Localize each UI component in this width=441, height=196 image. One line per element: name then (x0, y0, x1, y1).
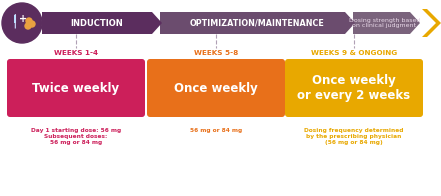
FancyBboxPatch shape (42, 12, 152, 34)
Circle shape (25, 23, 31, 29)
Polygon shape (422, 9, 441, 37)
FancyBboxPatch shape (147, 59, 285, 117)
Text: I: I (13, 15, 17, 25)
Circle shape (2, 3, 42, 43)
Text: INDUCTION: INDUCTION (71, 18, 123, 27)
Text: Once weekly: Once weekly (174, 82, 258, 94)
Circle shape (26, 18, 32, 24)
Text: Dosing frequency determined
by the prescribing physician
(56 mg or 84 mg): Dosing frequency determined by the presc… (304, 128, 404, 145)
Text: WEEKS 1-4: WEEKS 1-4 (54, 50, 98, 56)
Text: Dosing strength based
on clinical judgment: Dosing strength based on clinical judgme… (349, 18, 420, 28)
Text: +: + (19, 14, 27, 24)
FancyBboxPatch shape (285, 59, 423, 117)
Polygon shape (152, 12, 162, 34)
Text: OPTIMIZATION/MAINTENANCE: OPTIMIZATION/MAINTENANCE (190, 18, 325, 27)
FancyBboxPatch shape (160, 12, 345, 34)
Polygon shape (345, 12, 355, 34)
Text: 56 mg or 84 mg: 56 mg or 84 mg (190, 128, 242, 133)
FancyBboxPatch shape (7, 59, 145, 117)
Polygon shape (410, 12, 420, 34)
FancyBboxPatch shape (353, 12, 410, 34)
Text: Once weekly
or every 2 weeks: Once weekly or every 2 weeks (297, 74, 411, 102)
Text: Twice weekly: Twice weekly (33, 82, 120, 94)
Text: Day 1 starting dose: 56 mg
Subsequent doses:
56 mg or 84 mg: Day 1 starting dose: 56 mg Subsequent do… (31, 128, 121, 145)
Text: |: | (13, 14, 17, 28)
Text: WEEKS 9 & ONGOING: WEEKS 9 & ONGOING (311, 50, 397, 56)
Text: WEEKS 5-8: WEEKS 5-8 (194, 50, 238, 56)
Circle shape (29, 21, 35, 27)
